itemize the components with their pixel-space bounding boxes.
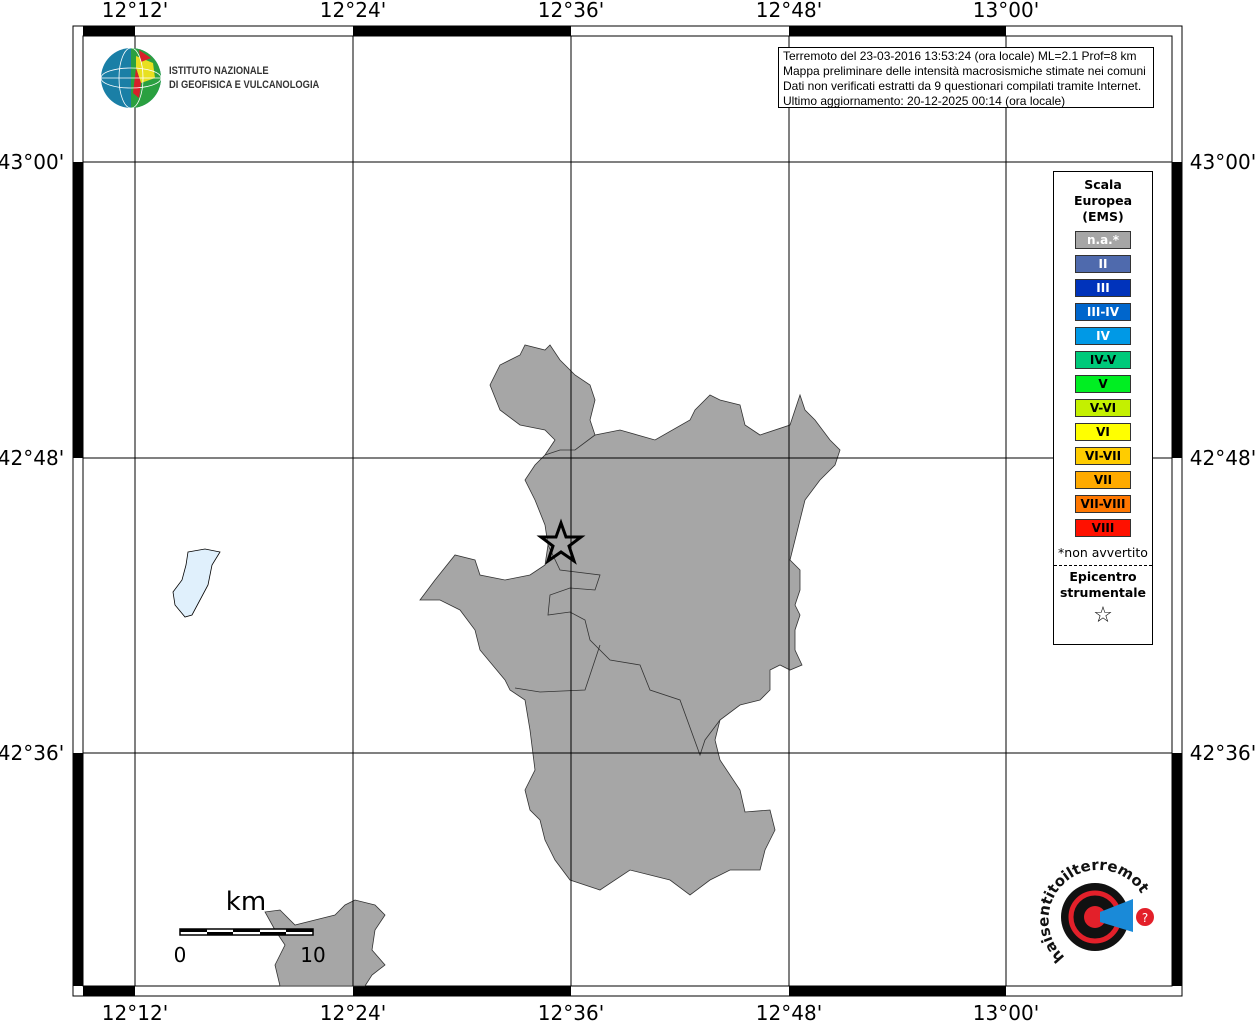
legend-title-line: (EMS) xyxy=(1082,209,1124,224)
municipality-area xyxy=(419,344,841,896)
ingv-line: DI GEOFISICA E VULCANOLOGIA xyxy=(169,79,320,91)
lon-label-top: 12°36' xyxy=(537,0,605,22)
lat-label-right: 43°00' xyxy=(1189,150,1255,174)
scale-unit: km xyxy=(225,887,267,917)
lon-label-top: 12°24' xyxy=(319,0,387,22)
lon-label-bottom: 12°12' xyxy=(101,1001,169,1025)
scale-start: 0 xyxy=(173,943,187,967)
epicenter-line: strumentale xyxy=(1059,585,1147,600)
lat-label-right: 42°48' xyxy=(1189,446,1255,470)
legend-swatch-n-a-: n.a.* xyxy=(1075,231,1131,249)
lat-label-left: 42°48' xyxy=(0,446,65,470)
legend-epicenter-label: Epicentro strumentale xyxy=(1054,569,1152,601)
scale-end: 10 xyxy=(300,943,326,967)
legend-swatch-v: V xyxy=(1075,375,1131,393)
legend-swatch-vi: VI xyxy=(1075,423,1131,441)
info-line: Dati non verificati estratti da 9 questi… xyxy=(783,79,1142,93)
epicenter-star-icon xyxy=(536,518,586,565)
legend-swatch-vii: VII xyxy=(1075,471,1131,489)
map-frame xyxy=(73,26,1182,996)
legend-swatch-iii-iv: III-IV xyxy=(1075,303,1131,321)
svg-text:?: ? xyxy=(1142,911,1148,925)
scale-bar xyxy=(179,928,314,936)
legend-swatches: n.a.* II III III-IV IV IV-V V V-VI VI VI-VII VII VI… xyxy=(1054,231,1152,537)
lake xyxy=(172,548,221,618)
legend-swatch-iii: III xyxy=(1075,279,1131,297)
epicenter-line: Epicentro xyxy=(1069,569,1137,584)
event-info-box: Terremoto del 23-03-2016 13:53:24 (ora l… xyxy=(778,47,1154,108)
lon-label-bottom: 12°36' xyxy=(537,1001,605,1025)
lon-label-top: 13°00' xyxy=(972,0,1040,22)
info-line: Mappa preliminare delle intensità macros… xyxy=(783,64,1146,78)
legend-swatch-ii: II xyxy=(1075,255,1131,273)
lon-label-bottom: 12°24' xyxy=(319,1001,387,1025)
ingv-logo xyxy=(100,47,162,109)
lon-label-bottom: 13°00' xyxy=(972,1001,1040,1025)
lon-label-top: 12°48' xyxy=(755,0,823,22)
legend-swatch-viii: VIII xyxy=(1075,519,1131,537)
legend-swatch-vii-viii: VII-VIII xyxy=(1075,495,1131,513)
legend-swatch-iv-v: IV-V xyxy=(1075,351,1131,369)
legend-title-line: Scala xyxy=(1084,177,1122,192)
lat-label-left: 42°36' xyxy=(0,741,65,765)
legend-swatch-v-vi: V-VI xyxy=(1075,399,1131,417)
ingv-logo-text: ISTITUTO NAZIONALE DI GEOFISICA E VULCAN… xyxy=(169,64,319,92)
legend-title: Scala Europea (EMS) xyxy=(1054,177,1152,225)
lat-label-right: 42°36' xyxy=(1189,741,1255,765)
info-line: Terremoto del 23-03-2016 13:53:24 (ora l… xyxy=(783,49,1137,63)
legend-note: *non avvertito xyxy=(1058,545,1148,560)
legend-title-line: Europea xyxy=(1073,193,1133,208)
legend: Scala Europea (EMS) n.a.* II III III-IV IV IV… xyxy=(1053,171,1153,645)
lon-label-bottom: 12°48' xyxy=(755,1001,823,1025)
info-line: Ultimo aggiornamento: 20-12-2025 00:14 (… xyxy=(783,94,1066,108)
lat-label-left: 43°00' xyxy=(0,150,65,174)
legend-swatch-iv: IV xyxy=(1075,327,1131,345)
legend-divider xyxy=(1054,565,1152,566)
ingv-line: ISTITUTO NAZIONALE xyxy=(169,65,269,77)
lon-label-top: 12°12' xyxy=(101,0,169,22)
star-outline-icon: ☆ xyxy=(1093,603,1113,628)
graticule xyxy=(83,36,1172,986)
municipal-boundaries xyxy=(514,434,721,757)
municipality-area-partial xyxy=(264,899,386,987)
legend-swatch-vi-vii: VI-VII xyxy=(1075,447,1131,465)
